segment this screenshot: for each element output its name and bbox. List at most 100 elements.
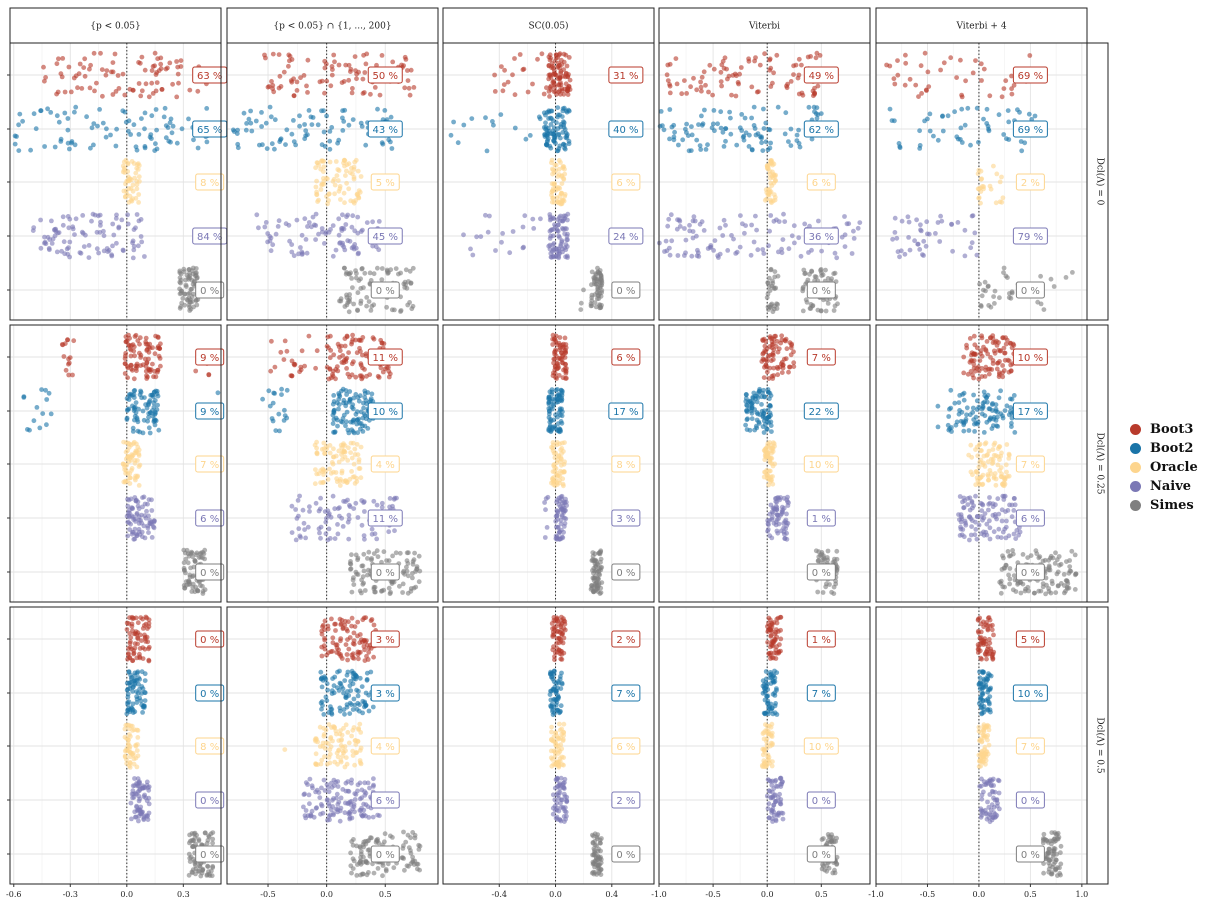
data-point <box>821 297 826 303</box>
data-point <box>145 342 150 347</box>
percentage-label-box <box>803 120 839 138</box>
data-point <box>672 129 677 135</box>
data-point <box>554 376 559 381</box>
data-point <box>807 306 813 311</box>
data-point <box>322 90 327 96</box>
data-point <box>550 79 556 85</box>
data-point <box>309 122 315 127</box>
data-point <box>193 368 199 374</box>
data-point <box>717 225 723 231</box>
data-point <box>134 186 140 192</box>
data-point <box>558 70 564 76</box>
data-point <box>183 284 189 289</box>
data-point <box>559 420 565 426</box>
data-point <box>79 229 85 235</box>
data-point <box>270 242 276 248</box>
data-point <box>815 112 821 117</box>
data-point <box>127 335 132 341</box>
data-point <box>337 394 343 399</box>
column-strip <box>226 7 439 44</box>
data-point <box>895 58 900 63</box>
data-point <box>187 270 193 276</box>
data-point <box>351 359 356 365</box>
data-point <box>461 232 466 238</box>
percentage-label-box <box>1012 227 1048 245</box>
data-point <box>595 269 601 275</box>
percentage-label-box <box>608 66 644 84</box>
data-point <box>166 138 172 144</box>
data-point <box>323 229 329 235</box>
data-point <box>152 412 158 417</box>
data-point <box>49 241 55 246</box>
data-point <box>322 65 328 71</box>
data-point <box>765 476 771 482</box>
data-point <box>973 414 979 420</box>
data-point <box>978 348 984 354</box>
data-point <box>82 73 88 79</box>
data-point <box>326 191 332 197</box>
data-point <box>578 307 584 312</box>
data-point <box>403 267 409 273</box>
x-tick-label: 0.3 <box>177 890 190 899</box>
data-point <box>970 505 975 511</box>
data-point <box>797 144 803 150</box>
data-point <box>1061 572 1067 577</box>
percentage-label: 69 % <box>1018 71 1043 82</box>
data-point <box>325 201 330 207</box>
data-point <box>191 838 196 843</box>
data-point <box>131 122 137 128</box>
data-point <box>1019 148 1025 154</box>
data-point <box>768 358 774 364</box>
data-point <box>338 197 343 202</box>
data-point <box>142 698 148 703</box>
data-point <box>492 89 498 94</box>
data-point <box>174 140 180 146</box>
data-point <box>559 397 565 402</box>
data-point <box>793 62 799 68</box>
data-point <box>123 157 129 163</box>
column-strip <box>658 7 871 44</box>
data-point <box>560 198 565 204</box>
data-point <box>249 128 255 134</box>
data-point <box>200 555 205 561</box>
data-point <box>305 57 311 63</box>
data-point <box>595 576 601 582</box>
data-point <box>144 405 150 411</box>
percentage-label: 84 % <box>197 232 222 243</box>
data-point <box>122 464 127 470</box>
data-point <box>337 348 343 354</box>
data-point <box>357 675 363 681</box>
data-point <box>317 530 322 536</box>
data-point <box>356 466 362 471</box>
data-point <box>965 371 971 377</box>
data-point <box>275 224 281 229</box>
data-point <box>286 222 292 228</box>
data-point <box>765 163 770 169</box>
data-point <box>113 89 119 94</box>
data-point <box>561 91 567 97</box>
data-point <box>597 550 602 556</box>
data-point <box>978 61 984 67</box>
data-point <box>922 50 928 56</box>
data-point <box>554 72 559 78</box>
data-point <box>559 181 565 187</box>
data-point <box>902 251 908 257</box>
data-point <box>139 54 145 60</box>
data-point <box>356 416 362 422</box>
percentage-label-box <box>195 563 225 581</box>
data-point <box>667 245 672 251</box>
data-point <box>152 50 158 56</box>
data-point <box>352 54 358 59</box>
data-point <box>815 83 821 89</box>
data-point <box>1008 368 1014 374</box>
data-point <box>284 348 290 354</box>
data-point <box>137 429 143 435</box>
data-point <box>114 126 119 132</box>
data-point <box>130 701 136 707</box>
percentage-label: 17 % <box>1018 407 1043 418</box>
data-point <box>321 178 327 184</box>
data-point <box>336 448 342 454</box>
data-point <box>985 472 991 477</box>
data-point <box>288 78 294 83</box>
data-point <box>277 428 282 434</box>
